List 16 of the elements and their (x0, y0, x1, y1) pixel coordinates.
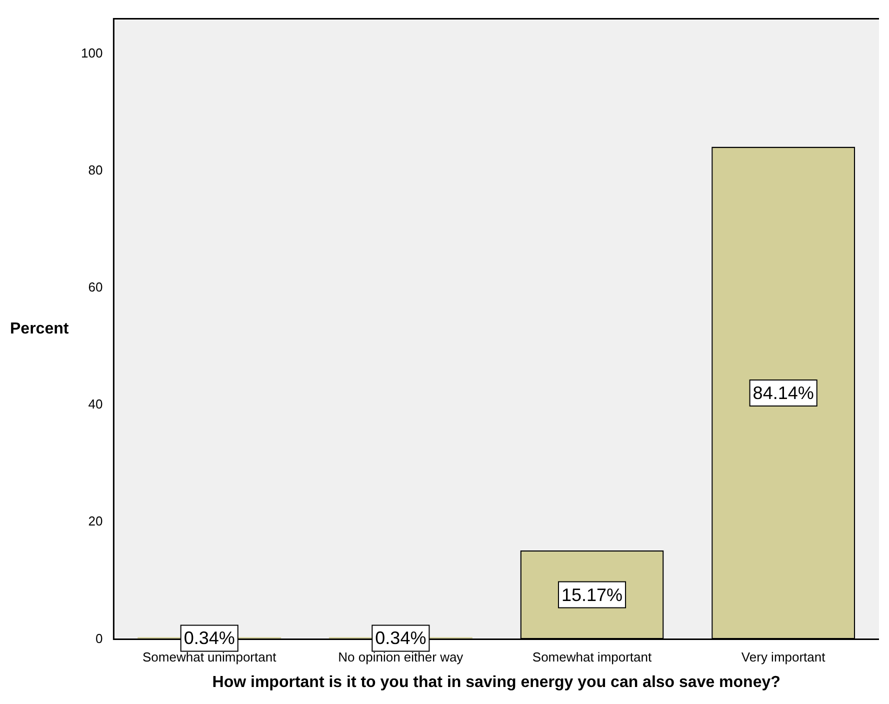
y-tick-label: 40 (88, 396, 103, 412)
y-tick-label: 100 (80, 45, 103, 60)
y-tick-label: 80 (88, 162, 103, 178)
data-label: 84.14% (752, 382, 814, 403)
data-label: 0.34% (375, 628, 426, 648)
data-label: 15.17% (561, 584, 623, 605)
y-tick-label: 60 (88, 280, 103, 295)
y-tick-label: 20 (88, 514, 103, 529)
y-tick-label: 0 (95, 630, 103, 646)
x-tick-label: Somewhat unimportant (142, 650, 277, 665)
x-tick-label: Very important (741, 650, 826, 665)
y-axis-title: Percent (10, 320, 70, 338)
x-tick-label: Somewhat important (532, 650, 652, 665)
data-label: 0.34% (184, 628, 235, 648)
x-tick-label: No opinion either way (338, 650, 464, 665)
x-axis-title: How important is it to you that in saving energy you can also save money? (212, 674, 780, 691)
